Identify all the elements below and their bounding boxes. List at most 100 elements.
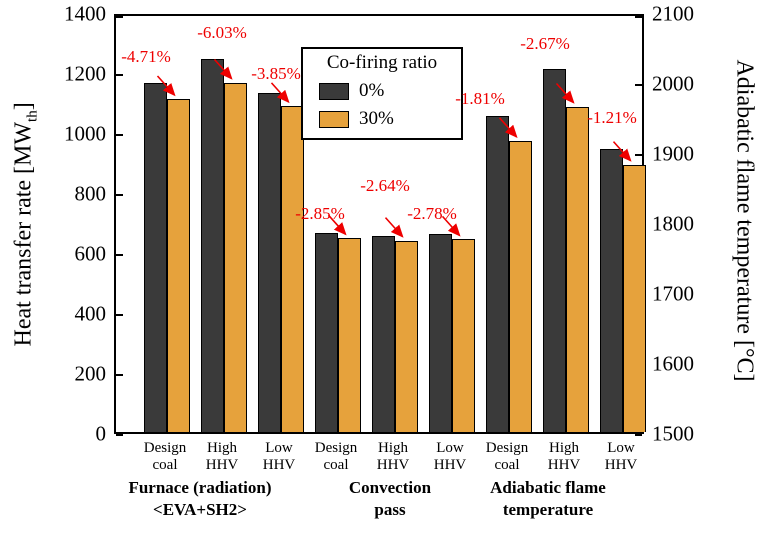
category-label-group-2: High HHV [182, 440, 262, 474]
annotation-delta-group-8: -2.67% [520, 33, 570, 53]
left-axis-tick-label: 800 [74, 181, 107, 206]
category-label-line: HHV [205, 457, 239, 473]
category-label-line: Low [436, 440, 464, 456]
left-axis-tick [116, 254, 123, 256]
category-label-line: coal [323, 457, 349, 473]
right-axis-tick-label: 1600 [652, 351, 694, 376]
section-label-line: Adiabatic flame [490, 478, 606, 497]
annotation-delta-group-9: -1.21% [587, 107, 637, 127]
bar-30pct-group-3 [281, 105, 304, 432]
right-axis-tick [635, 434, 642, 436]
legend-box: Co-firing ratio 0% 30% [301, 47, 463, 140]
left-axis-tick-label: 200 [74, 361, 107, 386]
left-axis-tick-label: 1400 [64, 1, 106, 26]
bar-30pct-group-7 [509, 140, 532, 432]
section-label-line: Furnace (radiation) [128, 478, 272, 497]
bar-0pct-group-7 [486, 115, 509, 432]
category-label-group-4: Design coal [296, 440, 376, 474]
right-axis-tick-label: 2100 [652, 1, 694, 26]
left-axis-title-text: Heat transfer rate [MW [10, 121, 37, 347]
category-label-line: Low [265, 440, 293, 456]
section-label-line: Convection [348, 478, 432, 497]
annotation-delta-group-2: -6.03% [197, 23, 247, 43]
category-label-line: High [207, 440, 237, 456]
legend-swatch-0pct [319, 82, 349, 100]
category-label-group-8: High HHV [524, 440, 604, 474]
section-label-3: Adiabatic flame temperature [438, 477, 658, 521]
legend-entry-label: 0% [359, 80, 385, 101]
section-label-1: Furnace (radiation) <EVA+SH2> [90, 477, 310, 521]
right-axis-title: Adiabatic flame temperature [°C] [731, 59, 758, 382]
category-label-group-1: Design coal [125, 440, 205, 474]
right-axis-tick [635, 16, 642, 18]
category-label-line: HHV [547, 457, 581, 473]
category-label-line: Design [143, 440, 187, 456]
category-label-line: coal [152, 457, 178, 473]
left-axis-tick [116, 74, 123, 76]
section-label-line: pass [374, 500, 406, 519]
left-axis-tick-label: 1000 [64, 121, 106, 146]
legend-entry-30pct: 30% [319, 108, 461, 130]
left-axis-tick-label: 400 [74, 301, 107, 326]
left-axis-tick-label: 0 [95, 421, 107, 446]
bar-0pct-group-2 [201, 59, 224, 432]
bar-30pct-group-9 [623, 164, 646, 432]
left-axis-tick-label: 1200 [64, 61, 106, 86]
category-label-group-7: Design coal [467, 440, 547, 474]
section-label-line: <EVA+SH2> [153, 500, 247, 519]
legend-entries: 0% 30% [303, 80, 461, 130]
category-label-line: HHV [433, 457, 467, 473]
right-axis-tick [635, 84, 642, 86]
legend-title: Co-firing ratio [326, 52, 438, 73]
bar-0pct-group-1 [144, 82, 167, 432]
category-label-line: HHV [604, 457, 638, 473]
bar-30pct-group-2 [224, 82, 247, 432]
section-label-2: Convection pass [280, 477, 500, 521]
left-axis-tick [116, 434, 123, 436]
right-axis-tick-label: 1800 [652, 211, 694, 236]
left-axis-title-suffix: ] [10, 102, 37, 111]
right-axis-tick-label: 1700 [652, 281, 694, 306]
category-label-line: Design [485, 440, 529, 456]
annotation-delta-group-3: -3.85% [251, 64, 301, 83]
bar-0pct-group-3 [258, 93, 281, 432]
section-label-line: temperature [502, 500, 594, 519]
left-axis-tick [116, 374, 123, 376]
bar-0pct-group-4 [315, 232, 338, 432]
annotation-delta-group-4: -2.85% [295, 203, 345, 223]
category-label-line: coal [494, 457, 520, 473]
category-label-line: HHV [376, 457, 410, 473]
category-label-line: High [378, 440, 408, 456]
bar-30pct-group-6 [452, 239, 475, 432]
annotation-delta-group-5: -2.64% [360, 175, 410, 195]
left-axis-tick [116, 314, 123, 316]
bar-30pct-group-1 [167, 99, 190, 432]
annotation-delta-group-7: -1.81% [455, 88, 505, 108]
category-label-group-5: High HHV [353, 440, 433, 474]
left-axis-title-subscript: th [24, 110, 41, 122]
legend-entry-0pct: 0% [319, 80, 461, 102]
category-label-line: Low [607, 440, 635, 456]
right-axis-tick [635, 154, 642, 156]
bar-0pct-group-8 [543, 68, 566, 432]
category-label-group-9: Low HHV [581, 440, 661, 474]
category-label-group-3: Low HHV [239, 440, 319, 474]
legend-swatch-30pct [319, 110, 349, 128]
category-label-line: HHV [262, 457, 296, 473]
left-axis-tick-label: 600 [74, 241, 107, 266]
bar-30pct-group-4 [338, 238, 361, 432]
right-axis-tick-label: 1500 [652, 421, 694, 446]
bar-30pct-group-5 [395, 240, 418, 432]
category-label-line: High [549, 440, 579, 456]
left-axis-tick [116, 134, 123, 136]
bar-0pct-group-9 [600, 148, 623, 432]
annotation-delta-group-1: -4.71% [121, 46, 171, 66]
right-axis-tick-label: 1900 [652, 141, 694, 166]
legend-entry-label: 30% [359, 108, 394, 129]
category-label-group-6: Low HHV [410, 440, 490, 474]
bar-30pct-group-8 [566, 106, 589, 432]
annotation-delta-group-6: -2.78% [407, 204, 457, 223]
category-label-line: Design [314, 440, 358, 456]
bar-0pct-group-5 [372, 235, 395, 432]
